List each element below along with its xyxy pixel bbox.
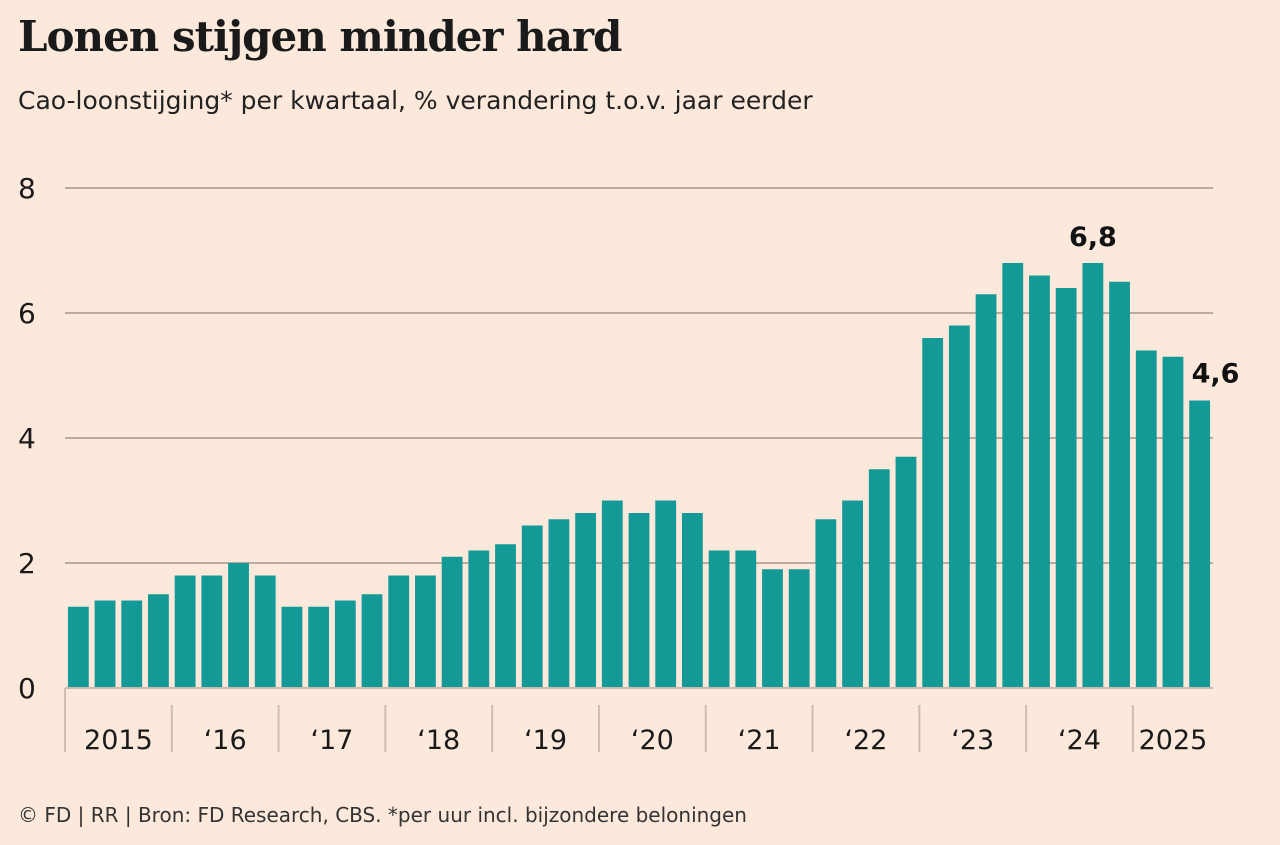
- x-tick-label: ‘20: [631, 725, 674, 756]
- bar: [308, 606, 330, 688]
- bar: [334, 600, 356, 688]
- x-tick-label: ‘21: [738, 725, 781, 756]
- y-tick-label: 2: [18, 547, 36, 580]
- bar: [468, 550, 490, 688]
- source-footer: © FD | RR | Bron: FD Research, CBS. *per…: [18, 803, 747, 827]
- bar: [762, 569, 783, 688]
- bar: [788, 569, 810, 688]
- x-tick-label: ‘22: [844, 725, 887, 756]
- chart-title: Lonen stijgen minder hard: [18, 12, 622, 61]
- bar: [975, 294, 997, 688]
- bar: [575, 513, 597, 688]
- bar: [842, 500, 863, 688]
- y-tick-label: 4: [18, 422, 36, 455]
- bar: [708, 550, 730, 688]
- bar: [1002, 263, 1024, 688]
- bar: [948, 325, 970, 688]
- bar: [922, 338, 944, 688]
- x-tick-label: ‘17: [311, 725, 354, 756]
- bar: [281, 606, 303, 688]
- bar: [895, 456, 917, 688]
- x-tick-label: 2015: [84, 725, 153, 756]
- x-tick-label: ‘18: [417, 725, 460, 756]
- y-tick-label: 0: [18, 672, 36, 705]
- bar: [1055, 288, 1077, 688]
- bar: [1162, 356, 1184, 688]
- bar: [228, 563, 249, 688]
- bar: [415, 575, 436, 688]
- bar: [868, 469, 890, 688]
- bar: [521, 525, 543, 688]
- bar: [1109, 281, 1130, 688]
- bar: [361, 594, 383, 688]
- bar: [815, 519, 837, 688]
- bar: [388, 575, 410, 688]
- chart-subtitle: Cao-loonstijging* per kwartaal, % verand…: [18, 86, 813, 115]
- bar: [681, 513, 703, 688]
- bar: [495, 544, 516, 688]
- data-label: 6,8: [1069, 222, 1117, 253]
- bar: [121, 600, 143, 688]
- bar: [1135, 350, 1157, 688]
- bar: [628, 513, 650, 688]
- bar: [1082, 263, 1104, 688]
- bar: [1029, 275, 1050, 688]
- y-tick-label: 6: [18, 297, 36, 330]
- x-tick-label: ‘16: [204, 725, 247, 756]
- x-tick-label: ‘19: [524, 725, 567, 756]
- bar: [148, 594, 169, 688]
- y-tick-label: 8: [18, 172, 36, 205]
- bar: [174, 575, 196, 688]
- bar: [548, 519, 570, 688]
- bar: [1189, 400, 1211, 688]
- bar: [201, 575, 223, 688]
- bar: [601, 500, 623, 688]
- bar: [655, 500, 677, 688]
- x-tick-label: ‘23: [951, 725, 994, 756]
- x-tick-label: 2025: [1139, 725, 1208, 756]
- x-tick-label: ‘24: [1058, 725, 1101, 756]
- bar: [441, 556, 463, 688]
- bar: [67, 606, 89, 688]
- bar: [735, 550, 757, 688]
- data-label: 4,6: [1192, 359, 1240, 390]
- bar: [94, 600, 116, 688]
- bar: [254, 575, 276, 688]
